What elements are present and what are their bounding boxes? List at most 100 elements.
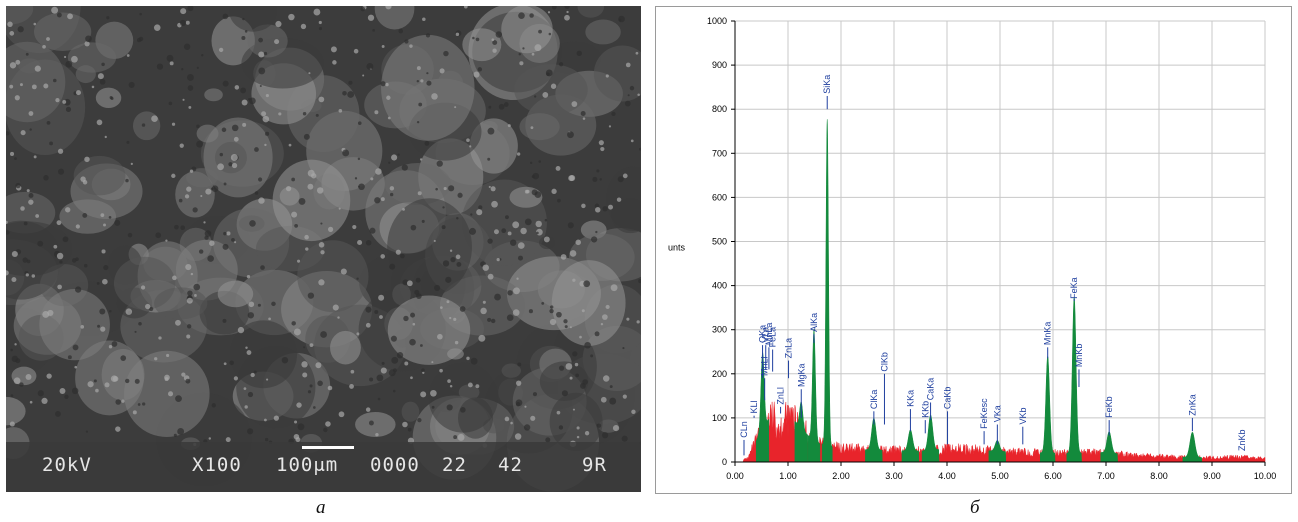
label-fekb: FeKb	[1104, 396, 1114, 418]
micrograph-speck	[375, 432, 379, 437]
micrograph-speck	[365, 306, 372, 313]
micrograph-speck	[504, 416, 510, 422]
micrograph-speck	[530, 415, 536, 421]
micrograph-speck	[246, 275, 251, 279]
micrograph-speck	[97, 324, 101, 328]
micrograph-speck	[63, 98, 71, 106]
micrograph-speck	[381, 361, 385, 365]
micrograph-speck	[174, 224, 179, 230]
micrograph-speck	[493, 229, 499, 235]
micrograph-speck	[300, 23, 307, 30]
micrograph-speck	[106, 16, 110, 20]
micrograph-speck	[309, 343, 314, 348]
micrograph-speck	[29, 400, 33, 404]
micrograph-speck	[369, 227, 376, 234]
micrograph-speck	[350, 369, 355, 374]
micrograph-speck	[404, 39, 409, 44]
micrograph-speck	[512, 221, 520, 229]
micrograph-speck	[569, 376, 573, 380]
micrograph-speck	[516, 277, 519, 280]
micrograph-speck	[120, 355, 127, 361]
micrograph-grain	[549, 392, 603, 452]
micrograph-speck	[223, 362, 227, 366]
micrograph-speck	[288, 13, 295, 21]
micrograph-speck	[477, 67, 483, 72]
micrograph-speck	[178, 198, 183, 203]
micrograph-grain	[217, 280, 254, 308]
micrograph-speck	[602, 314, 608, 320]
micrograph-grain	[539, 236, 556, 250]
micrograph-speck	[296, 402, 302, 408]
micrograph-grain	[34, 12, 92, 51]
micrograph-speck	[298, 197, 306, 205]
micrograph-speck	[240, 87, 247, 94]
micrograph-speck	[258, 37, 263, 43]
micrograph-speck	[293, 328, 301, 336]
micrograph-speck	[602, 206, 608, 212]
micrograph-speck	[369, 377, 374, 382]
micrograph-speck	[177, 427, 185, 435]
micrograph-speck	[13, 377, 21, 385]
magnification-label: X100	[192, 454, 242, 476]
micrograph-speck	[55, 411, 61, 417]
micrograph-speck	[572, 278, 576, 282]
micrograph-speck	[155, 232, 162, 239]
micrograph-speck	[211, 185, 219, 192]
micrograph-speck	[101, 249, 106, 254]
micrograph-speck	[442, 206, 445, 209]
micrograph-speck	[46, 120, 51, 125]
y-tick-label: 300	[712, 325, 727, 335]
micrograph-speck	[431, 405, 435, 409]
micrograph-speck	[75, 90, 82, 96]
micrograph-speck	[217, 163, 224, 171]
micrograph-speck	[550, 305, 554, 309]
micrograph-speck	[84, 156, 90, 163]
micrograph-speck	[274, 39, 280, 45]
micrograph-speck	[109, 310, 112, 313]
micrograph-speck	[435, 187, 438, 191]
micrograph-speck	[546, 72, 550, 76]
micrograph-speck	[258, 67, 266, 75]
micrograph-grain	[384, 163, 451, 205]
micrograph-speck	[171, 122, 176, 126]
micrograph-speck	[517, 255, 524, 261]
micrograph-speck	[509, 239, 517, 246]
micrograph-speck	[433, 239, 436, 243]
micrograph-speck	[514, 433, 522, 440]
micrograph-speck	[231, 124, 239, 132]
micrograph-speck	[201, 54, 204, 57]
micrograph-speck	[410, 376, 413, 380]
x-tick-label: 2.00	[832, 471, 850, 481]
micrograph-speck	[209, 240, 215, 246]
micrograph-speck	[480, 307, 487, 315]
label-clka: ClKa	[869, 390, 879, 410]
micrograph-speck	[635, 51, 639, 55]
micrograph-speck	[375, 168, 382, 175]
micrograph-speck	[352, 224, 357, 230]
micrograph-speck	[33, 22, 37, 26]
micrograph-speck	[551, 188, 557, 194]
micrograph-speck	[20, 130, 26, 136]
micrograph-speck	[42, 311, 50, 318]
micrograph-speck	[530, 126, 534, 130]
micrograph-speck	[31, 84, 37, 90]
micrograph-speck	[621, 435, 628, 442]
micrograph-speck	[108, 345, 113, 349]
micrograph-speck	[466, 138, 470, 143]
micrograph-speck	[482, 300, 486, 304]
micrograph-speck	[592, 176, 598, 182]
micrograph-speck	[169, 61, 174, 66]
micrograph-speck	[360, 6, 366, 12]
micrograph-speck	[608, 204, 614, 210]
micrograph-speck	[374, 309, 379, 314]
micrograph-speck	[520, 227, 527, 235]
micrograph-speck	[49, 141, 54, 146]
micrograph-speck	[225, 437, 231, 443]
micrograph-speck	[193, 283, 201, 291]
micrograph-speck	[524, 405, 527, 408]
micrograph-speck	[187, 290, 193, 296]
micrograph-speck	[11, 355, 19, 363]
micrograph-speck	[25, 52, 29, 56]
micrograph-speck	[518, 12, 525, 19]
x-tick-label: 3.00	[885, 471, 903, 481]
